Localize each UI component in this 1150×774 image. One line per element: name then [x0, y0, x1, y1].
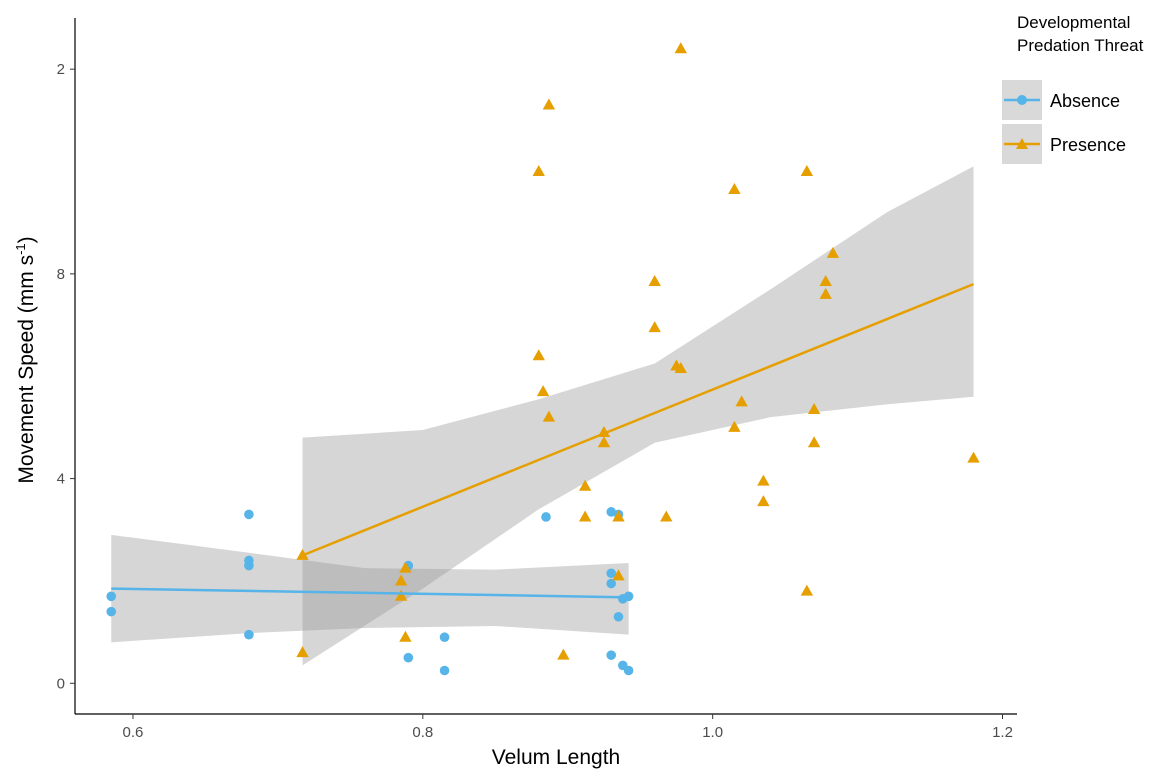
point-presence-8 [536, 385, 550, 397]
point-presence-19 [648, 321, 661, 333]
point-presence-17 [612, 569, 625, 581]
point-absence-13 [606, 578, 617, 589]
point-presence-10 [542, 410, 556, 422]
axis-ticks: 0.6 0.8 1.0 1.2 0 4 8 2 [57, 61, 1013, 741]
x-axis-title: Velum Length [492, 746, 620, 769]
point-presence-34 [819, 287, 832, 299]
point-presence-32 [807, 436, 821, 448]
point-presence-4 [399, 561, 412, 573]
x-tick-label-1: 0.8 [412, 724, 433, 741]
y-axis-title-main: Movement Speed (mm s [15, 255, 38, 484]
point-absence-10 [541, 512, 551, 522]
y-tick-label-2: 8 [57, 266, 65, 283]
confidence-band-absence [111, 534, 629, 643]
point-presence-26 [735, 395, 748, 407]
point-absence-11 [606, 507, 617, 517]
point-presence-9 [542, 98, 556, 110]
x-tick-label-3: 1.2 [992, 724, 1013, 741]
confidence-bands [111, 166, 974, 666]
y-axis-title-superscript: -1 [13, 243, 28, 255]
point-presence-6 [532, 165, 545, 177]
point-presence-15 [597, 436, 611, 448]
legend-marker-presence [1016, 138, 1028, 149]
legend-title-line2: Predation Threat [1017, 36, 1144, 55]
point-absence-20 [623, 665, 634, 676]
x-tick-label-2: 1.0 [702, 724, 723, 741]
legend-label-presence: Presence [1050, 135, 1126, 155]
point-presence-3 [394, 589, 408, 601]
point-presence-12 [578, 479, 592, 491]
point-presence-24 [728, 182, 741, 194]
x-tick-label-0: 0.6 [123, 724, 144, 741]
point-absence-7 [403, 652, 414, 663]
trend-line-presence [302, 282, 974, 557]
y-tick-label-3: 2 [57, 61, 65, 78]
legend-label-absence: Absence [1050, 91, 1120, 111]
point-absence-16 [613, 611, 624, 622]
point-absence-1 [106, 606, 117, 617]
point-presence-1 [296, 646, 309, 658]
axes [74, 18, 1017, 715]
point-absence-8 [439, 632, 450, 643]
point-presence-35 [826, 246, 840, 258]
point-absence-9 [439, 665, 450, 676]
y-tick-label-0: 0 [57, 675, 65, 692]
point-presence-33 [819, 275, 832, 287]
point-presence-28 [757, 495, 770, 507]
y-tick-label-1: 4 [57, 471, 65, 488]
point-presence-23 [674, 362, 687, 374]
y-axis-title: Movement Speed (mm s-1) [13, 236, 38, 483]
point-absence-0 [106, 591, 117, 602]
trend-lines [111, 282, 974, 599]
point-presence-7 [532, 349, 545, 361]
point-presence-31 [807, 403, 821, 414]
point-absence-12 [606, 568, 617, 579]
point-presence-36 [967, 451, 980, 463]
y-axis-title-end: ) [15, 236, 38, 243]
point-absence-2 [244, 509, 254, 520]
legend-marker-absence [1017, 95, 1027, 105]
point-presence-16 [612, 510, 625, 522]
point-presence-29 [800, 165, 814, 177]
legend: Developmental Predation Threat Absence P… [1002, 13, 1144, 164]
point-presence-5 [399, 630, 412, 642]
trend-line-absence [111, 587, 629, 599]
point-presence-11 [557, 648, 570, 660]
point-presence-22 [674, 42, 687, 54]
point-presence-2 [394, 574, 408, 586]
legend-title-line1: Developmental [1017, 13, 1130, 32]
point-presence-27 [757, 474, 770, 486]
point-presence-25 [728, 420, 741, 432]
point-absence-4 [244, 560, 254, 571]
data-points [106, 42, 980, 676]
point-presence-18 [648, 275, 661, 287]
point-absence-5 [244, 629, 254, 640]
point-absence-14 [606, 650, 617, 660]
point-presence-20 [660, 510, 673, 522]
confidence-band-presence [302, 166, 974, 666]
point-presence-13 [578, 510, 592, 522]
point-presence-30 [800, 584, 814, 596]
